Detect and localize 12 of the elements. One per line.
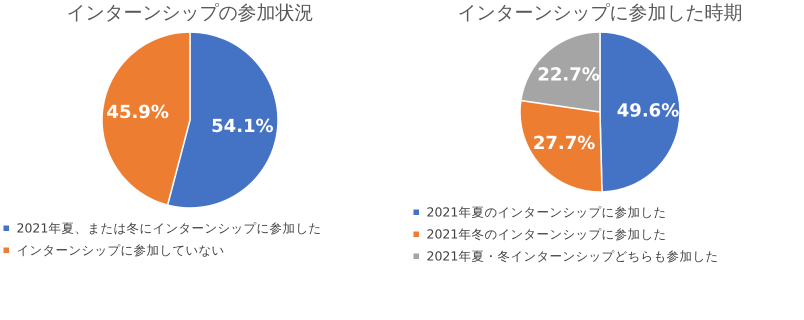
legend-label: 2021年夏・冬インターンシップどちらも参加した	[426, 248, 718, 264]
data-label: 22.7%	[537, 64, 600, 86]
legend-label: 2021年夏のインターンシップに参加した	[426, 204, 666, 220]
legend-label: インターンシップに参加していない	[16, 242, 224, 258]
data-label: 27.7%	[532, 132, 596, 154]
data-label: 49.6%	[616, 100, 680, 122]
legend-label: 2021年冬のインターンシップに参加した	[426, 226, 666, 242]
chart-title: インターンシップに参加した時期	[458, 2, 742, 24]
data-label: 54.1%	[211, 116, 274, 137]
data-label: 45.9%	[106, 102, 169, 124]
legend-label: 2021年夏、または冬にインターンシップに参加した	[16, 220, 322, 236]
chart-title: インターンシップの参加状況	[66, 2, 314, 24]
